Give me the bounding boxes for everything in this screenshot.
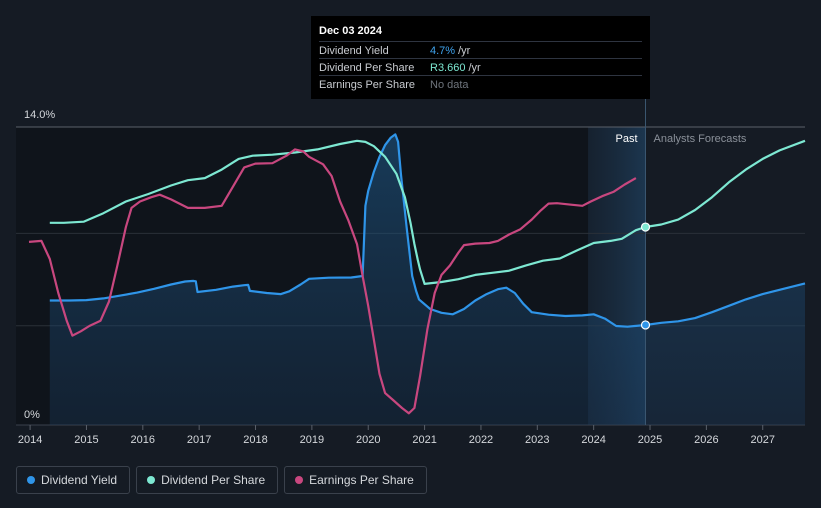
x-tick-label: 2024 xyxy=(581,434,605,446)
earnings-per-share-line xyxy=(28,148,637,415)
tooltip-label: Earnings Per Share xyxy=(319,79,415,91)
past-label: Past xyxy=(615,133,637,145)
tooltip-unit: /yr xyxy=(468,62,481,74)
legend-label: Earnings Per Share xyxy=(309,473,414,487)
legend: Dividend Yield Dividend Per Share Earnin… xyxy=(16,466,427,494)
dividend-per-share-dot-icon xyxy=(147,476,156,484)
legend-dividend-yield[interactable]: Dividend Yield xyxy=(16,466,131,494)
dividend-yield-area xyxy=(49,134,806,425)
tooltip: Dec 03 2024 Dividend Yield 4.7%/yr Divid… xyxy=(311,16,650,99)
legend-label: Dividend Yield xyxy=(41,473,118,487)
earnings-per-share-dot-icon xyxy=(295,476,304,484)
tooltip-value-text: No data xyxy=(430,79,469,91)
legend-label: Dividend Per Share xyxy=(161,473,266,487)
x-tick-label: 2017 xyxy=(187,434,211,446)
legend-dividend-per-share[interactable]: Dividend Per Share xyxy=(136,466,279,494)
dividend-yield-line xyxy=(49,133,806,328)
x-tick-label: 2016 xyxy=(131,434,155,446)
tooltip-value-text: 4.7% xyxy=(430,45,456,57)
x-tick-label: 2021 xyxy=(412,434,436,446)
x-tick-label: 2027 xyxy=(750,434,774,446)
dividend-per-share-line xyxy=(49,139,806,285)
tooltip-value-text: R3.660 xyxy=(430,62,466,74)
tooltip-value: 4.7%/yr xyxy=(430,45,470,57)
x-tick-label: 2022 xyxy=(469,434,493,446)
x-tick-label: 2025 xyxy=(638,434,662,446)
tooltip-row-dividend-yield: Dividend Yield 4.7%/yr xyxy=(319,41,642,59)
tooltip-unit: /yr xyxy=(458,45,471,57)
x-tick-label: 2014 xyxy=(18,434,42,446)
dividend-yield-marker xyxy=(640,320,651,330)
tooltip-value: R3.660/yr xyxy=(430,62,481,74)
tooltip-row-dividend-per-share: Dividend Per Share R3.660/yr xyxy=(319,58,642,76)
tooltip-label: Dividend Per Share xyxy=(319,62,415,74)
y-axis-bottom-label: 0% xyxy=(24,409,40,421)
tooltip-row-earnings-per-share: Earnings Per Share No data xyxy=(319,75,642,93)
x-tick-label: 2026 xyxy=(694,434,718,446)
x-tick-label: 2020 xyxy=(356,434,380,446)
dividend-per-share-marker xyxy=(640,222,651,232)
tooltip-date: Dec 03 2024 xyxy=(319,25,382,37)
forecast-label: Analysts Forecasts xyxy=(654,133,747,145)
tooltip-value: No data xyxy=(430,79,469,91)
x-tick-label: 2023 xyxy=(525,434,549,446)
legend-earnings-per-share[interactable]: Earnings Per Share xyxy=(284,466,427,494)
x-tick-label: 2015 xyxy=(74,434,98,446)
dividend-yield-dot-icon xyxy=(27,476,35,484)
x-tick-label: 2019 xyxy=(300,434,324,446)
y-axis-top-label: 14.0% xyxy=(24,109,55,121)
tooltip-label: Dividend Yield xyxy=(319,45,389,57)
x-tick-label: 2018 xyxy=(243,434,267,446)
